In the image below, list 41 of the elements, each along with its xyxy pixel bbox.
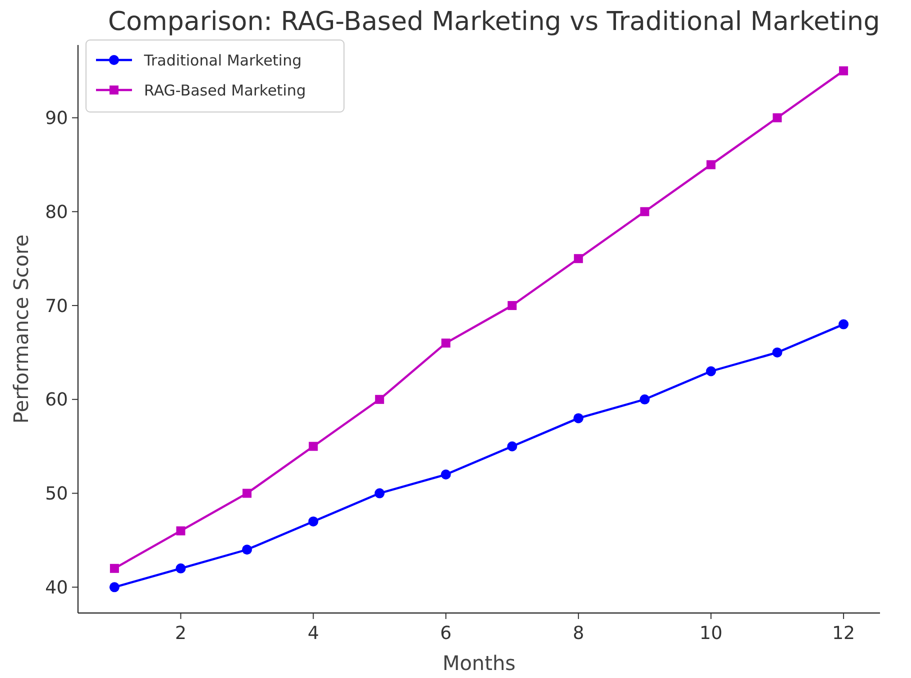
point <box>308 442 318 451</box>
point <box>839 66 848 76</box>
y-tick-label: 50 <box>45 484 68 505</box>
y-tick-label: 40 <box>45 577 68 598</box>
point <box>242 488 252 498</box>
x-tick-label: 4 <box>308 623 320 644</box>
x-tick-label: 8 <box>572 623 584 644</box>
point <box>440 470 451 480</box>
x-tick-label: 6 <box>440 623 452 644</box>
legend-label: RAG-Based Marketing <box>144 81 306 100</box>
legend-label: Traditional Marketing <box>143 51 302 70</box>
point <box>772 347 782 358</box>
point <box>110 564 119 573</box>
point <box>176 563 186 574</box>
point <box>706 160 716 170</box>
point <box>640 394 650 404</box>
chart-title: Comparison: RAG-Based Marketing vs Traditional Marketing <box>108 7 880 37</box>
y-tick-label: 70 <box>45 296 68 317</box>
point <box>507 441 518 452</box>
point <box>441 338 450 348</box>
point <box>640 207 650 216</box>
point <box>176 526 186 536</box>
point <box>308 516 318 526</box>
y-tick-label: 80 <box>45 202 68 223</box>
point <box>374 488 385 498</box>
x-tick-label: 2 <box>175 623 186 644</box>
point <box>573 413 584 424</box>
point <box>109 582 120 592</box>
y-tick-label: 90 <box>45 108 68 130</box>
y-tick-label: 60 <box>45 390 68 411</box>
point <box>574 254 583 264</box>
point <box>242 544 252 555</box>
x-axis-title: Months <box>442 651 516 675</box>
point <box>772 113 782 122</box>
x-tick-label: 12 <box>832 623 855 644</box>
point <box>838 319 849 330</box>
point <box>508 301 517 310</box>
y-axis-title: Performance Score <box>9 234 33 424</box>
x-tick-label: 10 <box>700 623 722 644</box>
point <box>375 394 384 404</box>
point <box>706 366 716 376</box>
